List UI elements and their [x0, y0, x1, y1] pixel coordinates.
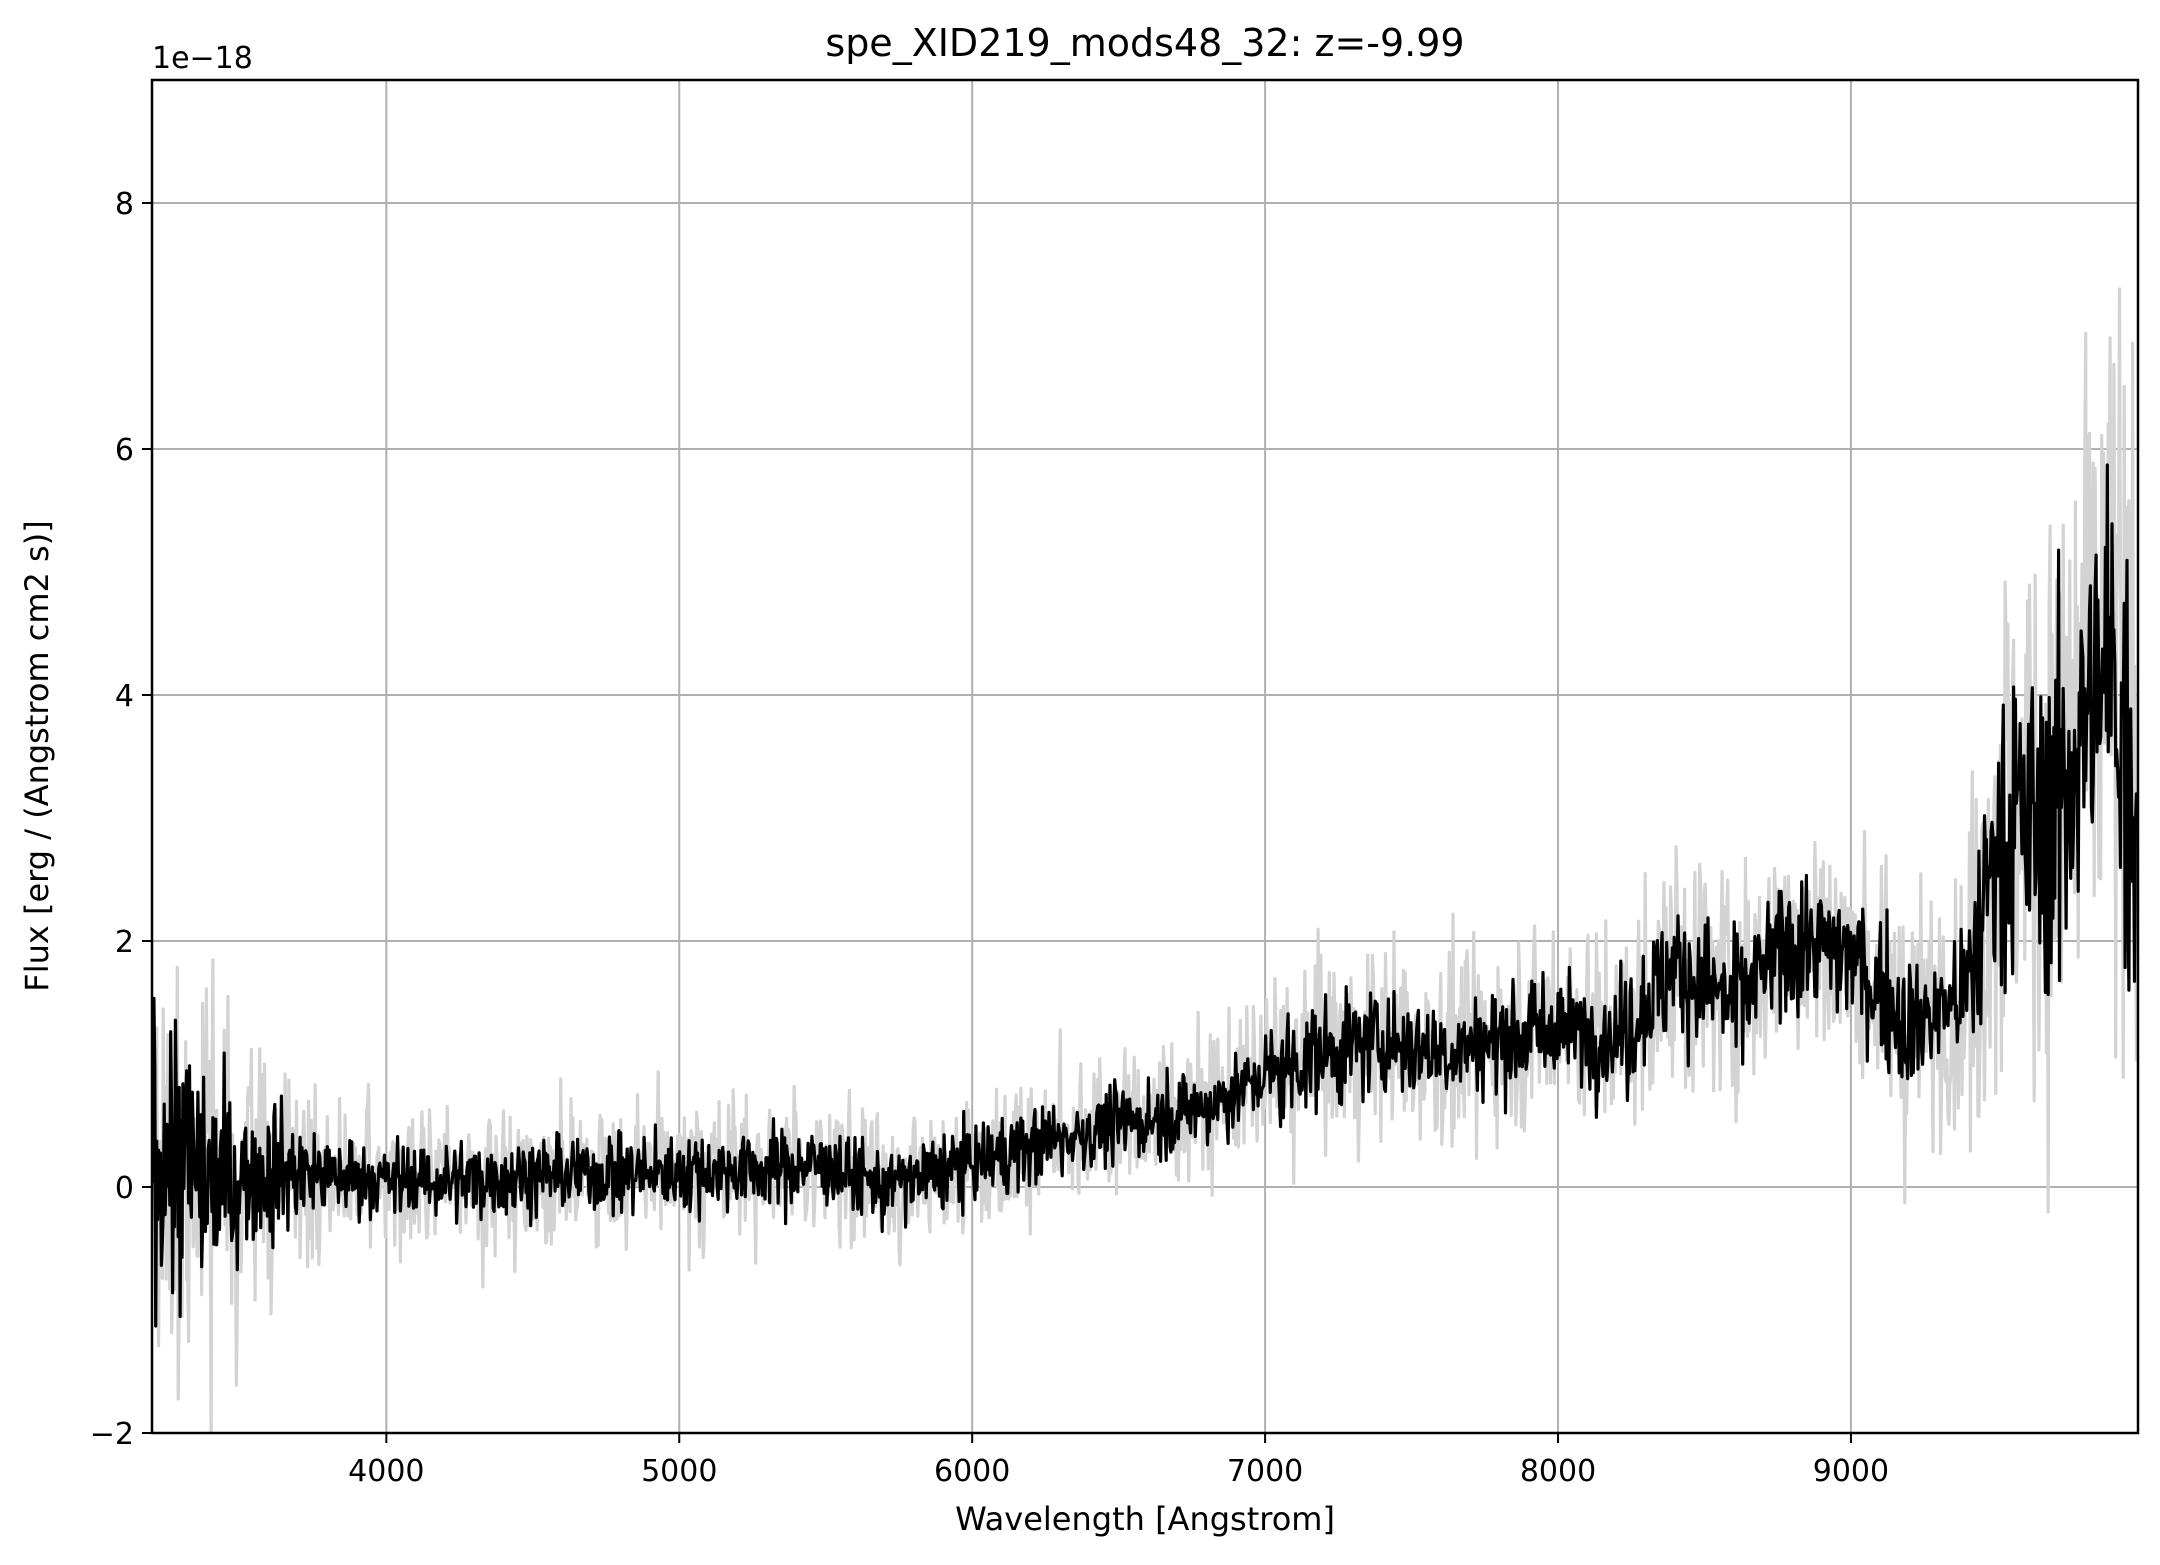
x-tick-label: 8000 — [1520, 1454, 1596, 1489]
series-layer — [152, 287, 2138, 1433]
y-tick-label: −2 — [90, 1417, 134, 1452]
x-tick-label: 7000 — [1227, 1454, 1303, 1489]
axis-ticks: 4000 5000 6000 7000 8000 9000 −2 0 2 4 6 8 — [90, 187, 1889, 1489]
x-axis-label: Wavelength [Angstrom] — [955, 1500, 1335, 1538]
x-tick-label: 9000 — [1813, 1454, 1889, 1489]
y-tick-label: 0 — [115, 1171, 134, 1206]
y-tick-label: 6 — [115, 433, 134, 468]
chart-title: spe_XID219_mods48_32: z=-9.99 — [825, 21, 1464, 65]
x-tick-label: 6000 — [934, 1454, 1010, 1489]
y-axis-label: Flux [erg / (Angstrom cm2 s)] — [18, 520, 56, 991]
y-tick-label: 2 — [115, 925, 134, 960]
x-tick-label: 5000 — [641, 1454, 717, 1489]
y-tick-label: 4 — [115, 679, 134, 714]
y-tick-label: 8 — [115, 187, 134, 222]
x-tick-label: 4000 — [348, 1454, 424, 1489]
plot-frame — [150, 78, 2140, 1435]
series-line-flux — [152, 463, 2138, 1328]
y-offset-label: 1e−18 — [152, 41, 253, 76]
